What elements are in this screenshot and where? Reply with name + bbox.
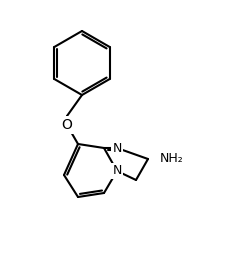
Text: O: O [61,118,72,132]
Text: N: N [112,142,121,154]
Text: NH₂: NH₂ [159,152,183,166]
Text: O: O [61,118,72,132]
Text: N: N [112,165,121,177]
